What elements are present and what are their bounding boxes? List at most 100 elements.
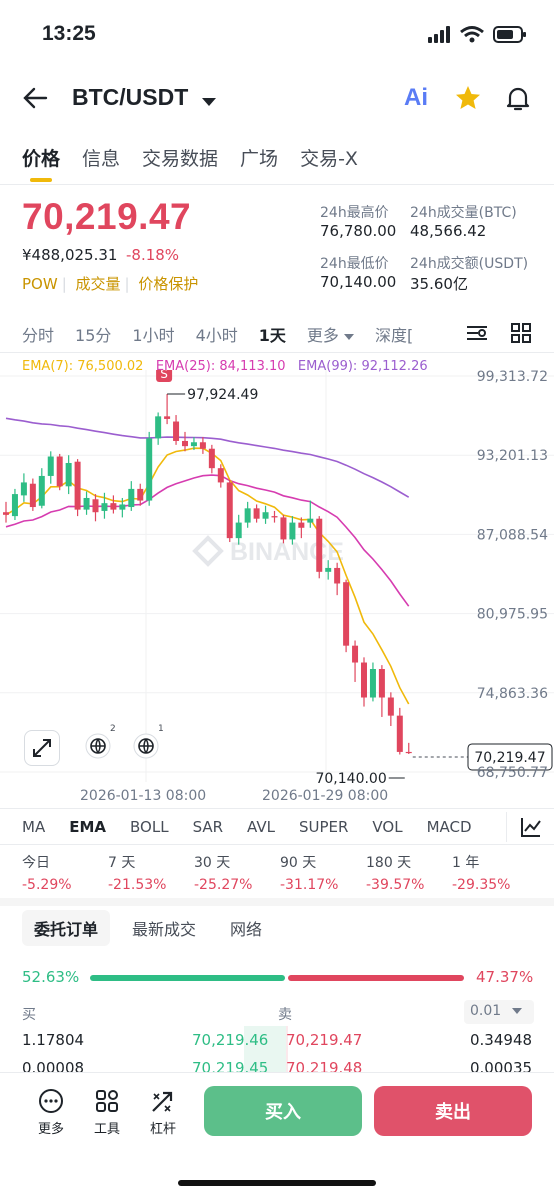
ai-icon[interactable]: Ai: [404, 84, 428, 111]
candle: [128, 488, 135, 508]
bid-price[interactable]: 70,219.45: [192, 1059, 269, 1072]
perf-label: 今日: [22, 855, 50, 871]
cny-price: ¥488,025.31: [22, 246, 118, 264]
y-tick-label: 74,863.36: [477, 686, 548, 702]
main-tabs: 价格 信息 交易数据 广场 交易-X: [22, 144, 380, 171]
arrow-left-icon: [23, 87, 48, 109]
tf-more[interactable]: 更多: [307, 322, 355, 346]
candle: [262, 512, 269, 519]
tag-pow[interactable]: POW: [22, 275, 58, 293]
buy-ratio: 52.63%: [22, 968, 80, 986]
ask-price[interactable]: 70,219.47: [286, 1031, 363, 1049]
candle: [405, 751, 412, 754]
candle: [208, 448, 215, 469]
more-button[interactable]: 更多: [34, 1088, 68, 1137]
candle: [155, 416, 162, 439]
ind-sar[interactable]: SAR: [192, 818, 224, 836]
tag-volume[interactable]: 成交量: [75, 275, 121, 293]
tab-recent-trades[interactable]: 最新成交: [132, 920, 197, 939]
ind-vol[interactable]: VOL: [372, 818, 403, 836]
tool-badge: 2: [110, 724, 116, 734]
bell-icon[interactable]: [504, 84, 532, 116]
perf-label: 180 天: [366, 855, 412, 871]
line-chart-icon: [520, 818, 541, 837]
candle: [289, 522, 296, 540]
candle: [316, 518, 323, 572]
candle: [325, 567, 332, 572]
last-price: 70,219.47: [22, 196, 192, 237]
ind-super[interactable]: SUPER: [298, 818, 349, 836]
candle: [271, 516, 278, 518]
candle: [307, 518, 314, 523]
tab-network[interactable]: 网络: [230, 920, 263, 939]
candlestick-chart[interactable]: BINANCE 97,924.49 S 70,140.00 70,219.47 99,…: [0, 370, 554, 810]
tf-15m[interactable]: 15分: [75, 326, 112, 345]
indicator-settings-button[interactable]: [506, 812, 554, 842]
globe-icon: [133, 733, 159, 759]
star-icon[interactable]: [454, 84, 482, 116]
ind-ema[interactable]: EMA: [69, 818, 106, 836]
last-price-tag: [467, 743, 553, 771]
buy-button[interactable]: 买入: [204, 1086, 362, 1136]
sell-ratio-bar: [288, 975, 464, 981]
tf-4h[interactable]: 4小时: [195, 326, 238, 345]
bid-qty[interactable]: 1.17804: [22, 1031, 85, 1049]
tag-price-protection[interactable]: 价格保护: [138, 275, 199, 293]
pair-title[interactable]: BTC/USDT: [72, 84, 189, 110]
tab-trading-data[interactable]: 交易数据: [142, 148, 219, 170]
candle: [65, 462, 72, 487]
precision-select[interactable]: 0.01: [464, 1000, 534, 1024]
tf-1d[interactable]: 1天: [258, 326, 286, 345]
ask-qty[interactable]: 0.34948: [470, 1031, 533, 1049]
caret-down-icon: [511, 1008, 522, 1014]
bid-depth-bar: [244, 1026, 286, 1072]
tools-button[interactable]: 工具: [90, 1088, 124, 1137]
bid-price[interactable]: 70,219.46: [192, 1031, 269, 1049]
tab-price[interactable]: 价格: [22, 148, 61, 170]
candle: [253, 508, 260, 519]
orderbook-rows: 1.17804 70,219.46 70,219.47 0.34948 0.00…: [0, 1026, 554, 1072]
chart-settings-icon[interactable]: [466, 323, 488, 347]
candle: [101, 503, 108, 511]
y-tick-label: 93,201.13: [477, 448, 548, 464]
drawing-tool-button[interactable]: 1: [132, 724, 164, 766]
low-value: 70,140.00: [320, 273, 397, 291]
tab-trade-x[interactable]: 交易-X: [300, 148, 358, 170]
more-label: 更多: [37, 1122, 64, 1137]
sell-button[interactable]: 卖出: [374, 1086, 532, 1136]
bid-qty[interactable]: 0.00008: [22, 1059, 85, 1072]
ema7-label: EMA(7): 76,500.02: [22, 359, 144, 374]
tool-badge: 1: [158, 724, 164, 734]
tab-square[interactable]: 广场: [240, 148, 279, 170]
candle: [38, 475, 45, 506]
ind-avl[interactable]: AVL: [247, 818, 275, 836]
candle: [352, 645, 359, 663]
signal-badge: [156, 370, 173, 382]
tab-info[interactable]: 信息: [82, 148, 121, 170]
tf-line[interactable]: 分时: [22, 326, 55, 345]
indicator-tool-button[interactable]: 2: [84, 724, 116, 766]
perf-value: -29.35%: [452, 877, 511, 893]
high-value: 76,780.00: [320, 222, 397, 240]
divider: [0, 844, 554, 845]
price-change: -8.18%: [126, 246, 180, 264]
ema25-label: EMA(25): 84,113.10: [155, 359, 286, 374]
tab-order-book[interactable]: 委托订单: [22, 910, 111, 946]
back-button[interactable]: [22, 86, 48, 114]
ind-macd[interactable]: MACD: [426, 818, 472, 836]
layout-grid-icon[interactable]: [510, 322, 532, 348]
ask-price[interactable]: 70,219.48: [286, 1059, 363, 1072]
ind-ma[interactable]: MA: [22, 818, 46, 836]
status-icons: [428, 24, 528, 46]
expand-icon: [33, 739, 51, 757]
caret-down-icon[interactable]: [202, 93, 216, 112]
y-tick-label: 87,088.54: [477, 527, 548, 543]
leverage-button[interactable]: 杠杆: [146, 1088, 180, 1137]
tab-underline: [30, 178, 52, 182]
tf-depth[interactable]: 深度[: [375, 326, 414, 345]
fullscreen-button[interactable]: [24, 730, 60, 766]
ind-boll[interactable]: BOLL: [130, 818, 169, 836]
tf-1h[interactable]: 1小时: [132, 326, 175, 345]
ask-qty[interactable]: 0.00035: [470, 1059, 533, 1072]
last-price-tag-label: 70,219.47: [474, 750, 545, 766]
